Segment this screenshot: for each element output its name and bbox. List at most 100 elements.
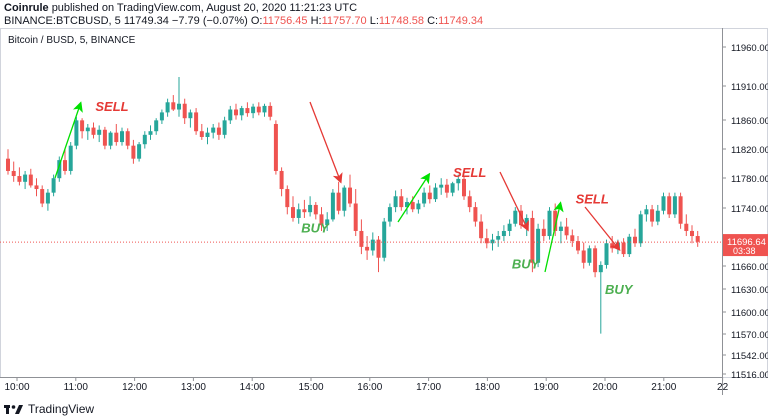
candle-body xyxy=(553,210,558,231)
candle-body xyxy=(450,183,455,193)
last-price-tag xyxy=(723,234,768,257)
candle-body xyxy=(256,106,261,113)
candle-body xyxy=(40,189,45,204)
y-tick-label: 11542.00 xyxy=(731,351,768,362)
x-tick-label: 17:00 xyxy=(416,382,441,393)
x-tick-label: 12:00 xyxy=(122,382,147,393)
y-tick-label: 11570.00 xyxy=(731,330,768,341)
candle-body xyxy=(422,192,427,204)
candle-body xyxy=(296,209,301,218)
buy-label: BUY xyxy=(512,257,541,272)
candle-body xyxy=(456,178,461,184)
candle-body xyxy=(496,236,501,240)
candle-body xyxy=(479,221,484,239)
candle-body xyxy=(165,102,170,113)
tradingview-logo-icon xyxy=(4,405,23,414)
candle-body xyxy=(239,108,244,116)
candle-body xyxy=(251,106,256,114)
candle-body xyxy=(313,204,318,215)
high-value: 11757.70 xyxy=(321,15,367,27)
candle-body xyxy=(650,209,655,222)
candle-body xyxy=(684,223,689,231)
candle-body xyxy=(667,196,672,215)
candle-body xyxy=(399,196,404,208)
x-tick-label: 20:00 xyxy=(592,382,617,393)
candle-body xyxy=(621,242,626,255)
candle-body xyxy=(211,127,216,133)
candle-body xyxy=(342,187,347,211)
candle-body xyxy=(199,131,204,137)
candle-body xyxy=(467,196,472,208)
candle-body xyxy=(655,210,660,222)
candle-body xyxy=(484,238,489,244)
candle-body xyxy=(661,196,666,211)
candle-body xyxy=(142,134,147,145)
candle-body xyxy=(28,174,33,186)
candle-body xyxy=(558,226,563,231)
candle-body xyxy=(387,207,392,222)
x-tick-label: 16:00 xyxy=(357,382,382,393)
candle-body xyxy=(114,132,119,143)
candle-body xyxy=(325,219,330,226)
candle-body xyxy=(536,228,541,263)
candle-body xyxy=(308,204,313,213)
open-label: O: xyxy=(250,15,263,27)
candle-body xyxy=(148,131,153,135)
chart-frame xyxy=(0,28,768,378)
candle-body xyxy=(222,120,227,135)
candle-body xyxy=(359,230,364,247)
candle-body xyxy=(581,250,586,263)
candle-body xyxy=(108,132,113,146)
y-tick-label: 11960.00 xyxy=(731,43,768,54)
candle-body xyxy=(279,170,284,190)
low-label: L: xyxy=(369,15,379,27)
candle-body xyxy=(427,192,432,200)
candle-body xyxy=(644,209,649,215)
candle-body xyxy=(433,187,438,200)
candle-body xyxy=(85,127,90,132)
y-tick-label: 11600.00 xyxy=(731,308,768,319)
footer-brand[interactable]: TradingView xyxy=(4,402,94,416)
y-tick-label: 11660.00 xyxy=(731,262,768,273)
candle-body xyxy=(416,203,421,210)
candle-body xyxy=(564,226,569,236)
candle-body xyxy=(330,192,335,220)
candle-body xyxy=(74,120,79,146)
symbol-label: BINANCE:BTCBUSD, 5 xyxy=(4,15,121,27)
candle-body xyxy=(51,178,56,193)
candle-body xyxy=(194,112,199,132)
high-label: H: xyxy=(310,15,322,27)
candle-body xyxy=(690,230,694,237)
x-tick-label: 14:00 xyxy=(240,382,265,393)
footer-brand-text: TradingView xyxy=(28,402,95,416)
candle-body xyxy=(177,103,181,110)
publisher-name[interactable]: Coinrule xyxy=(4,2,49,14)
up-arrow xyxy=(397,172,431,223)
candle-body xyxy=(393,196,398,208)
candle-body xyxy=(513,210,518,224)
candle-body xyxy=(319,214,324,226)
candle-body xyxy=(228,109,233,121)
sell-label: SELL xyxy=(453,165,486,180)
candle-body xyxy=(490,239,495,244)
y-tick-label: 11820.00 xyxy=(731,145,768,156)
candle-body xyxy=(382,221,387,258)
candle-body xyxy=(268,105,273,117)
candle-body xyxy=(547,210,552,237)
candle-body xyxy=(473,207,478,222)
y-tick-label: 11740.00 xyxy=(731,204,768,215)
candle-body xyxy=(34,185,39,190)
y-tick-label: 11516.00 xyxy=(731,370,768,381)
close-value: 11749.34 xyxy=(438,15,484,27)
candle-body xyxy=(159,112,164,121)
candle-body xyxy=(285,189,290,208)
sell-label: SELL xyxy=(576,192,609,207)
candle-body xyxy=(353,203,358,231)
candle-body xyxy=(348,187,352,204)
candle-body xyxy=(587,248,592,263)
change-text: 11749.34 −7.79 (−0.07%) xyxy=(123,15,248,27)
candle-body xyxy=(410,202,415,210)
candle-body xyxy=(63,160,67,171)
candle-body xyxy=(234,109,238,116)
